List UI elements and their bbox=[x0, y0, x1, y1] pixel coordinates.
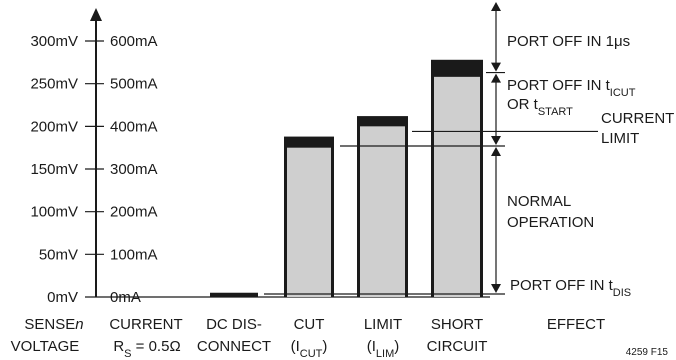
current-tick-label: 600mA bbox=[110, 33, 158, 50]
bar-light-segment bbox=[360, 126, 405, 297]
category-label-line1: CUT bbox=[294, 316, 325, 333]
figure-code: 4259 F15 bbox=[626, 347, 669, 358]
effect-port-off-1us: PORT OFF IN 1μs bbox=[507, 33, 630, 50]
current-tick-label: 200mA bbox=[110, 204, 158, 221]
bar bbox=[357, 116, 408, 297]
bars bbox=[210, 59, 483, 298]
effect-port-off-dis: PORT OFF IN tDIS bbox=[510, 277, 631, 299]
category-label-line1: DC DIS- bbox=[206, 316, 262, 333]
voltage-tick-label: 0mV bbox=[47, 289, 78, 306]
current-limit-label-2: LIMIT bbox=[601, 130, 639, 147]
effect-operation: OPERATION bbox=[507, 214, 594, 231]
effect-arrow-icut bbox=[491, 73, 501, 145]
current-tick-label: 100mA bbox=[110, 246, 158, 263]
effect-arrow-normal bbox=[491, 146, 501, 294]
voltage-tick-label: 200mV bbox=[30, 118, 78, 135]
current-tick-label: 300mA bbox=[110, 161, 158, 178]
category-label-line1: SHORT bbox=[431, 316, 483, 333]
effect-arrow-1us bbox=[491, 2, 501, 72]
current-tick-label: 0mA bbox=[110, 289, 141, 306]
current-tick-label: 500mA bbox=[110, 76, 158, 93]
effect-or-tstart: OR tSTART bbox=[507, 96, 573, 118]
y-axis-arrow bbox=[90, 8, 102, 21]
voltage-tick-label: 100mV bbox=[30, 204, 78, 221]
voltage-tick-label: 150mV bbox=[30, 161, 78, 178]
bar-light-segment bbox=[287, 147, 331, 297]
current-label: CURRENT bbox=[109, 316, 182, 333]
current-tick-label: 400mA bbox=[110, 118, 158, 135]
voltage-label: VOLTAGE bbox=[11, 338, 80, 355]
bar bbox=[431, 59, 483, 298]
effect-label: EFFECT bbox=[547, 316, 605, 333]
bar-light-segment bbox=[434, 76, 480, 297]
axis-ticks: 0mV 0mA 50mV 100mA 100mV 200mA 150mV 300mA 200mV… bbox=[30, 33, 157, 306]
bar bbox=[210, 292, 258, 297]
effect-port-off-icut: PORT OFF IN tICUT bbox=[507, 77, 636, 99]
rs-label: RS = 0.5Ω bbox=[113, 338, 180, 360]
voltage-tick-label: 250mV bbox=[30, 76, 78, 93]
voltage-tick-label: 300mV bbox=[30, 33, 78, 50]
category-label-line2: (ICUT) bbox=[291, 338, 328, 360]
bar bbox=[284, 136, 334, 297]
bottom-labels: SENSEn VOLTAGE CURRENT RS = 0.5Ω DC DIS- CONN… bbox=[11, 316, 669, 360]
current-limit-label-1: CURRENT bbox=[601, 110, 674, 127]
voltage-tick-label: 50mV bbox=[39, 246, 78, 263]
category-label-line2: CIRCUIT bbox=[427, 338, 488, 355]
category-label-line2: (ILIM) bbox=[367, 338, 400, 360]
category-label-line2: CONNECT bbox=[197, 338, 271, 355]
bar-dark-segment bbox=[210, 292, 258, 297]
effect-normal: NORMAL bbox=[507, 193, 571, 210]
category-label-line1: LIMIT bbox=[364, 316, 402, 333]
sense-label: SENSEn bbox=[24, 316, 83, 333]
